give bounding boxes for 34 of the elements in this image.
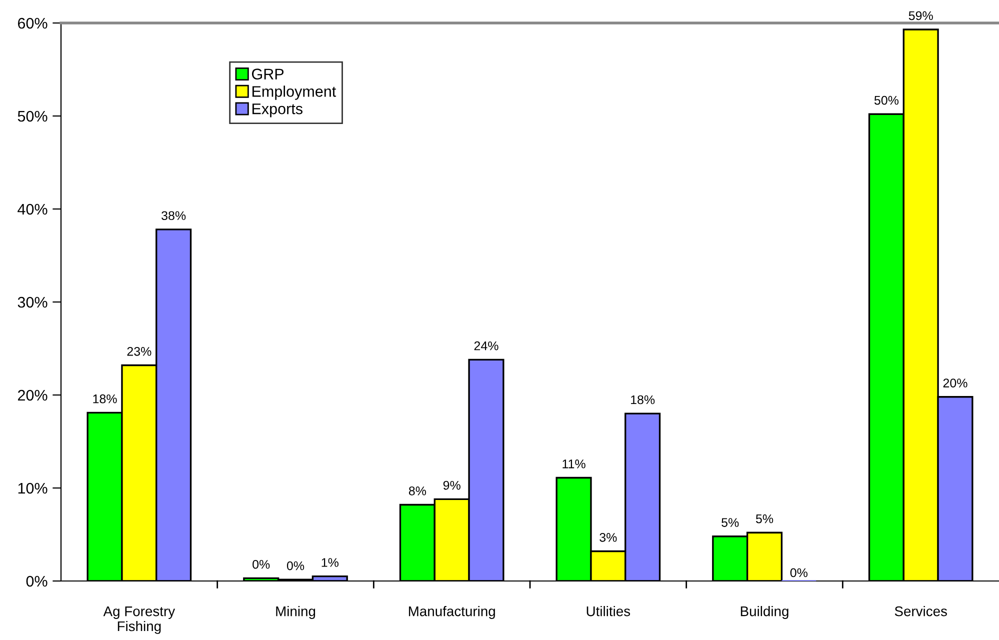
legend-label: GRP — [252, 68, 284, 80]
data-label: 38% — [162, 211, 186, 220]
x-tick-label: Building — [740, 606, 788, 619]
data-label: 0% — [790, 568, 808, 578]
data-label: 18% — [631, 395, 655, 404]
data-label: 23% — [127, 346, 152, 356]
x-tick-label: Manufacturing — [408, 606, 495, 619]
data-label: 0% — [286, 561, 304, 570]
x-tick-label: Services — [894, 606, 947, 616]
data-label: 11% — [562, 460, 586, 468]
data-label: 1% — [322, 558, 338, 567]
data-label: 0% — [252, 560, 270, 569]
x-tick-label: Ag Forestry Fishing — [103, 606, 176, 634]
data-label: 3% — [600, 532, 617, 542]
y-tick-label: 0% — [26, 576, 48, 587]
y-tick-label: 20% — [18, 390, 48, 401]
y-tick-label: 60% — [18, 18, 48, 29]
data-label: 24% — [474, 341, 498, 350]
x-tick-label: Utilities — [586, 606, 630, 616]
y-tick-label: 50% — [18, 110, 48, 122]
data-label: 18% — [93, 394, 117, 404]
y-tick-label: 30% — [18, 296, 48, 308]
legend-label: Exports — [252, 104, 302, 118]
x-tick-label: Mining — [276, 606, 316, 619]
y-tick-label: 40% — [18, 204, 48, 215]
data-label: 50% — [874, 96, 899, 105]
data-label: 8% — [408, 486, 426, 496]
data-label: 9% — [443, 480, 460, 490]
legend-label: Employment — [252, 86, 336, 100]
data-label: 5% — [722, 518, 739, 527]
data-label: 5% — [756, 514, 774, 524]
y-tick-label: 10% — [18, 482, 48, 494]
data-label: 59% — [908, 11, 933, 20]
data-label: 20% — [943, 378, 968, 388]
